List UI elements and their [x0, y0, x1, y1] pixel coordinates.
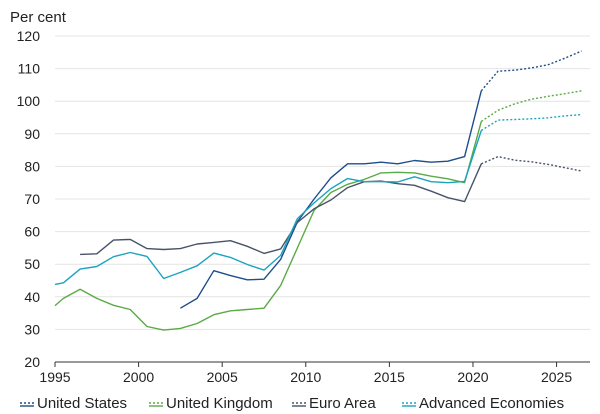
- y-tick-label-40: 40: [24, 289, 40, 305]
- y-tick-label-120: 120: [17, 28, 41, 44]
- x-tick-label-2020: 2020: [457, 369, 488, 385]
- series-lines: [54, 50, 582, 331]
- x-tick-label-2000: 2000: [123, 369, 154, 385]
- legend: United States United Kingdom Euro Area Adva…: [20, 395, 564, 412]
- y-tick-label-110: 110: [18, 61, 41, 77]
- series-line-euro-area: [80, 163, 482, 256]
- legend-label-advanced-economies: Advanced Economies: [419, 395, 564, 412]
- x-tick-label-2015: 2015: [374, 369, 405, 385]
- y-tick-label-100: 100: [17, 93, 41, 109]
- series-line-united-states: [180, 90, 482, 309]
- y-tick-label-20: 20: [24, 354, 40, 370]
- x-axis: 1995 2000 2005 2010 2015 2020 2025: [39, 361, 590, 385]
- y-tick-label-90: 90: [24, 126, 40, 142]
- x-tick-label-2010: 2010: [290, 369, 321, 385]
- series-projection-euro-area: [481, 155, 582, 172]
- legend-label-united-kingdom: United Kingdom: [166, 395, 273, 412]
- y-tick-label-50: 50: [24, 256, 40, 272]
- series-projection-united-kingdom: [480, 90, 582, 122]
- legend-label-euro-area: Euro Area: [309, 395, 376, 412]
- series-line-united-kingdom: [54, 121, 482, 331]
- x-tick-label-1995: 1995: [39, 369, 70, 385]
- x-tick-label-2005: 2005: [207, 369, 238, 385]
- legend-label-united-states: United States: [37, 395, 127, 412]
- y-tick-label-80: 80: [24, 158, 40, 174]
- gridlines: [55, 35, 590, 330]
- y-axis-tick-labels: 20 30 40 50 60 70 80 90 100 110 120: [17, 28, 41, 370]
- series-line-advanced-economies: [54, 130, 482, 286]
- series-projection-united-states: [480, 50, 582, 92]
- series-projection-advanced-economies: [480, 113, 582, 132]
- y-tick-label-70: 70: [24, 191, 40, 207]
- y-tick-label-30: 30: [24, 321, 40, 337]
- y-axis-unit-label: Per cent: [10, 9, 67, 26]
- y-tick-label-60: 60: [24, 224, 40, 240]
- x-tick-label-2025: 2025: [541, 369, 572, 385]
